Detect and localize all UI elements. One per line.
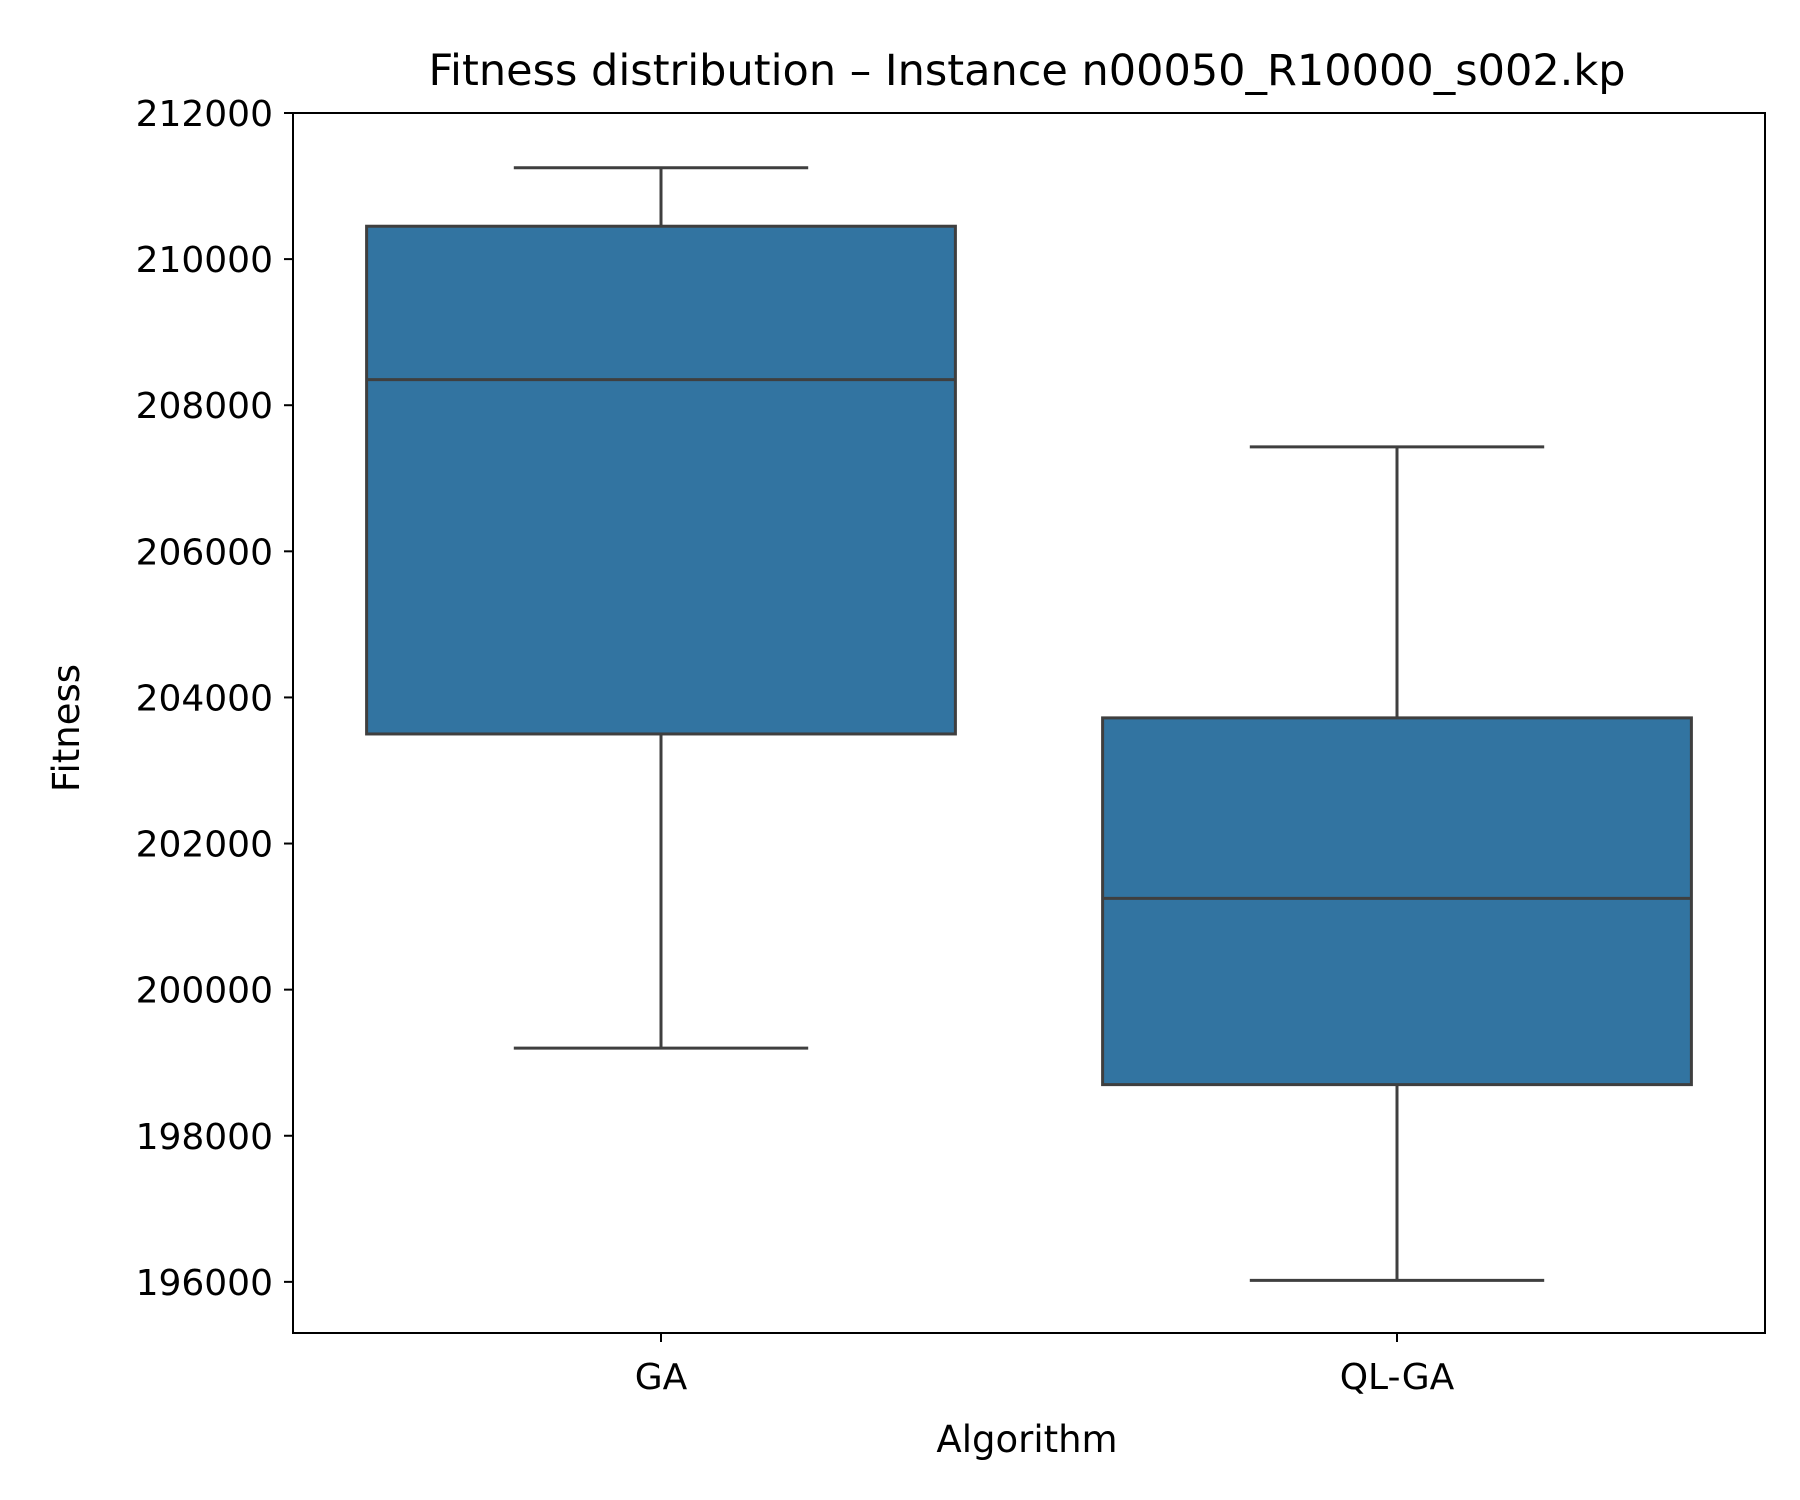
interquartile-box [365,224,957,736]
x-tick-label: GA [635,1357,688,1398]
y-tick-label: 200000 [136,971,273,1012]
x-axis: GA QL-GA [635,1333,1455,1398]
y-axis: 196000 198000 200000 202000 204000 206000 2080… [136,94,293,1304]
chart-title: Fitness distribution – Instance n00050_R… [428,46,1625,96]
x-axis-label: Algorithm [936,1418,1117,1461]
y-axis-label: Fitness [45,664,88,792]
y-tick-label: 198000 [136,1117,273,1158]
y-tick-label: 202000 [136,825,273,866]
box-ql-ga [1101,445,1693,1282]
y-tick-label: 212000 [136,94,273,135]
y-tick-label: 204000 [136,678,273,719]
box-ga [365,166,957,1050]
plot-area [365,166,1693,1282]
x-tick-label: QL-GA [1340,1357,1455,1398]
plot-frame [292,112,1766,1334]
y-tick-label: 206000 [136,532,273,573]
y-tick-label: 196000 [136,1263,273,1304]
y-tick-label: 208000 [136,386,273,427]
interquartile-box [1101,716,1693,1087]
y-tick-label: 210000 [136,240,273,281]
